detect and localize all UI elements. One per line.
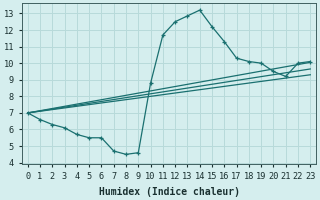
X-axis label: Humidex (Indice chaleur): Humidex (Indice chaleur) [99, 186, 240, 197]
